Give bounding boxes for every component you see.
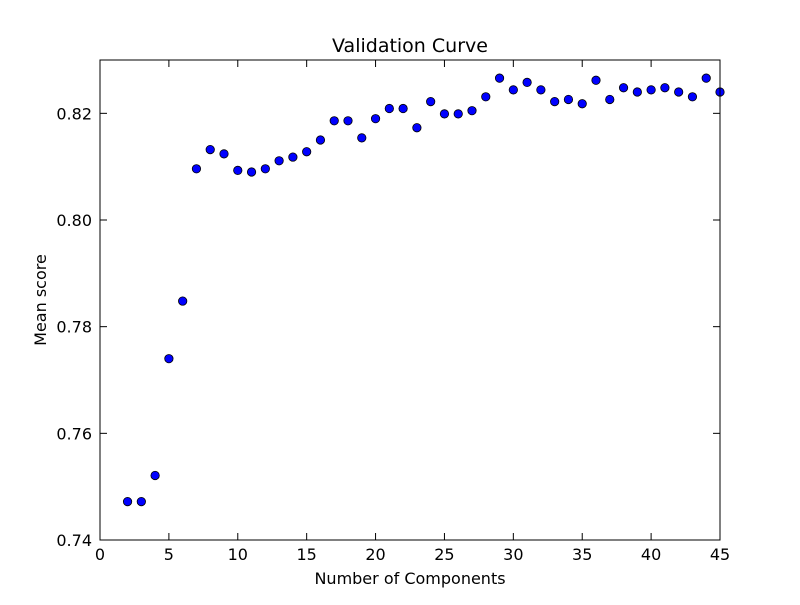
data-point (660, 83, 670, 93)
y-tick-label: 0.76 (56, 424, 92, 443)
data-point (191, 164, 202, 174)
x-tick-label: 10 (228, 545, 248, 564)
x-axis-label: Number of Components (314, 569, 505, 588)
data-point (426, 97, 436, 107)
data-point (467, 106, 477, 116)
data-point (246, 167, 257, 177)
data-point (646, 85, 656, 95)
data-point (674, 87, 684, 97)
data-point (315, 135, 326, 145)
y-tick-label: 0.80 (56, 211, 92, 230)
data-point (439, 109, 450, 119)
data-point (260, 164, 270, 174)
plot-frame (99, 59, 721, 541)
data-point (343, 116, 353, 126)
x-tick-label: 40 (641, 545, 661, 564)
x-tick-label: 25 (434, 545, 454, 564)
data-point (605, 94, 615, 105)
y-tick-label: 0.82 (56, 104, 92, 123)
data-point (357, 133, 367, 143)
x-tick-label: 35 (572, 545, 592, 564)
data-points (122, 73, 725, 507)
data-point (687, 92, 698, 102)
data-point (550, 97, 560, 107)
x-tick-label: 20 (365, 545, 385, 564)
y-tick-label: 0.78 (56, 318, 92, 337)
data-point (618, 83, 629, 93)
y-tick-label: 0.74 (56, 531, 92, 550)
chart-title: Validation Curve (332, 35, 488, 57)
x-tick-label: 5 (164, 545, 174, 564)
data-point (481, 92, 491, 102)
ticks-layer: 0 5 10 15 20 25 30 35 40 45 0.74 0.76 0.78 0.80 0.82 (56, 60, 730, 564)
data-point (274, 156, 284, 166)
data-point (329, 116, 339, 126)
data-point (288, 152, 298, 162)
x-tick-label: 0 (95, 545, 105, 564)
data-point (494, 73, 505, 83)
data-point (219, 149, 229, 159)
data-point (536, 85, 546, 95)
data-point (522, 77, 532, 88)
x-tick-label: 30 (503, 545, 523, 564)
data-point (701, 73, 711, 83)
data-point (577, 99, 587, 109)
data-point (632, 87, 642, 97)
data-point (205, 145, 215, 155)
y-axis-label: Mean score (31, 254, 50, 346)
data-point (164, 354, 174, 364)
data-point (150, 470, 160, 481)
data-point (122, 496, 133, 507)
data-point (398, 103, 408, 114)
data-point (233, 165, 243, 175)
data-point (302, 147, 312, 157)
data-point (412, 123, 422, 133)
data-point (178, 296, 188, 306)
data-point (136, 496, 146, 507)
x-tick-label: 45 (710, 545, 730, 564)
data-point (508, 85, 518, 95)
data-point (370, 114, 381, 124)
data-point (453, 109, 463, 119)
x-tick-label: 15 (296, 545, 316, 564)
data-point (563, 94, 574, 105)
data-point (384, 103, 394, 114)
data-point (591, 75, 601, 85)
